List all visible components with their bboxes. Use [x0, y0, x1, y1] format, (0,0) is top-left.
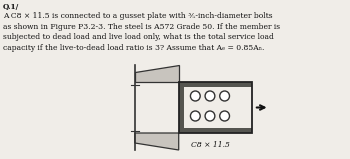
Bar — [179, 128, 252, 133]
Circle shape — [190, 91, 200, 101]
Polygon shape — [135, 65, 179, 82]
Circle shape — [205, 111, 215, 121]
Bar — [179, 82, 252, 133]
Text: A C8 × 11.5 is connected to a gusset plate with ⅗-inch-diameter bolts
as shown i: A C8 × 11.5 is connected to a gusset pla… — [3, 12, 280, 52]
Text: C8 × 11.5: C8 × 11.5 — [191, 141, 230, 149]
Polygon shape — [135, 133, 179, 150]
Bar — [179, 82, 252, 133]
Circle shape — [220, 111, 230, 121]
Circle shape — [190, 111, 200, 121]
Bar — [179, 82, 184, 133]
Circle shape — [220, 91, 230, 101]
Text: Q.1/: Q.1/ — [3, 3, 19, 11]
Bar — [179, 82, 252, 87]
Circle shape — [205, 91, 215, 101]
